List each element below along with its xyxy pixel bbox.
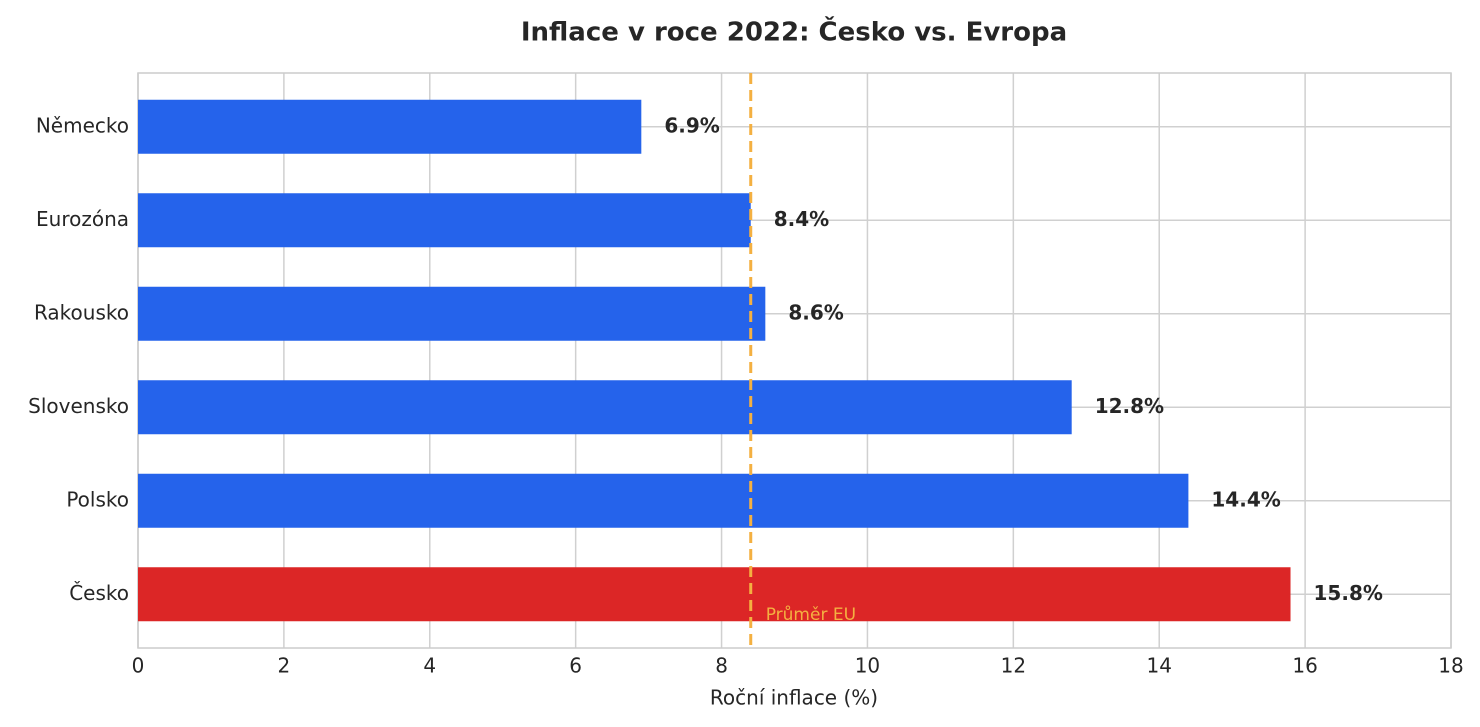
y-tick-label: Slovensko (28, 394, 129, 418)
reference-label: Průměr EU (766, 605, 856, 625)
bar (138, 567, 1291, 622)
value-label: 14.4% (1211, 487, 1280, 511)
value-label: 15.8% (1314, 581, 1383, 605)
x-tick-label: 10 (855, 654, 880, 678)
x-tick-label: 4 (423, 654, 436, 678)
bar (138, 99, 642, 154)
value-label: 12.8% (1095, 394, 1164, 418)
y-tick-label: Eurozóna (36, 207, 129, 231)
y-tick-label: Rakousko (34, 300, 129, 324)
value-label: 6.9% (664, 113, 719, 137)
x-tick-label: 18 (1438, 654, 1463, 678)
x-axis-label: Roční inflace (%) (710, 686, 878, 710)
value-label: 8.6% (788, 300, 843, 324)
x-tick-label: 14 (1146, 654, 1171, 678)
x-tick-label: 2 (278, 654, 291, 678)
y-tick-label: Německo (36, 113, 129, 137)
chart-title: Inflace v roce 2022: Česko vs. Evropa (521, 16, 1067, 48)
x-tick-label: 16 (1292, 654, 1317, 678)
bar (138, 380, 1072, 435)
value-label: 8.4% (774, 207, 829, 231)
x-tick-label: 6 (569, 654, 582, 678)
bar (138, 473, 1189, 528)
x-tick-label: 12 (1001, 654, 1026, 678)
x-tick-label: 0 (132, 654, 145, 678)
bar (138, 286, 766, 341)
x-tick-label: 8 (715, 654, 728, 678)
plot-frame (137, 72, 1452, 649)
y-tick-label: Polsko (66, 487, 129, 511)
bar (138, 193, 751, 248)
y-tick-label: Česko (69, 581, 129, 605)
